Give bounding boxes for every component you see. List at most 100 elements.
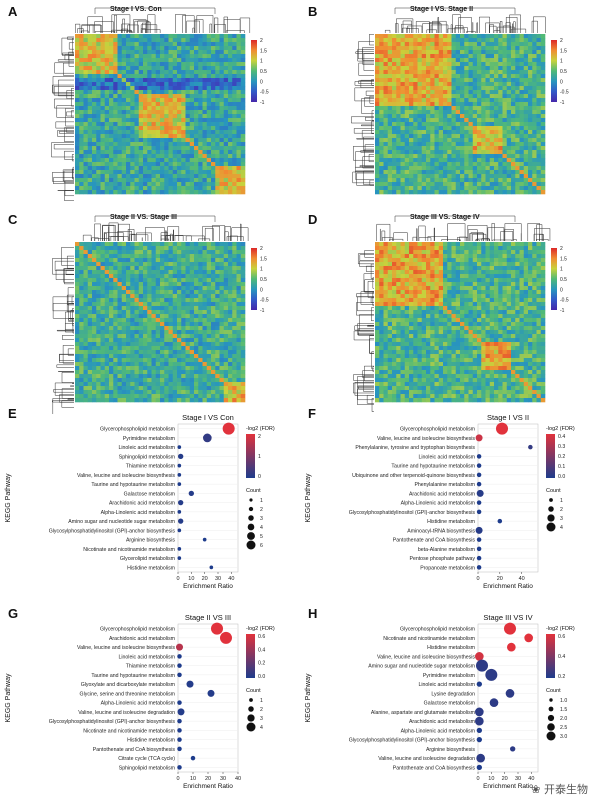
bubble-point xyxy=(177,528,182,533)
x-tick-label: 20 xyxy=(202,576,208,582)
pathway-label: Alpha-Linolenic acid metabolism xyxy=(401,501,475,507)
bubble-svg: Stage III VS IV Glycerophospholipid metab… xyxy=(305,613,575,790)
bubble-point xyxy=(177,728,182,733)
heatmap-scale-tick: 1.5 xyxy=(560,256,567,262)
panel-letter: D xyxy=(308,212,318,227)
bubble-point xyxy=(507,642,516,652)
size-legend-dot xyxy=(248,506,254,512)
bubble-point xyxy=(528,444,533,450)
size-legend-dot xyxy=(549,698,553,702)
panel-letter: F xyxy=(308,406,316,421)
bubble-point xyxy=(476,537,482,542)
color-legend-tick: 0.4 xyxy=(558,434,565,440)
pathway-label: Phenylalanine, tyrosine and tryptophan b… xyxy=(355,445,475,451)
pathway-label: Pantothenate and CoA biosynthesis xyxy=(393,538,476,544)
pathway-label: Propanoate metabolism xyxy=(420,565,475,571)
bubble-point xyxy=(177,663,182,668)
size-legend-tick: 3.0 xyxy=(560,734,567,740)
x-tick-label: 0 xyxy=(476,576,479,582)
x-axis-label: Enrichment Ratio xyxy=(183,583,233,590)
size-legend-dot xyxy=(248,515,254,521)
pathway-label: Linoleic acid metabolism xyxy=(418,682,475,688)
bubble-point xyxy=(207,689,215,697)
bubble-point xyxy=(496,422,508,435)
pathway-label: Histidine metabolism xyxy=(427,645,475,651)
panel-letter: C xyxy=(8,212,18,227)
bubble-point xyxy=(497,518,503,524)
size-legend-dot xyxy=(246,540,256,550)
pathway-label: Alpha-Linolenic acid metabolism xyxy=(401,728,475,734)
heatmap-svg: 2 1.5 1 0.5 0 -0.5 -1 xyxy=(51,7,269,201)
size-legend-dot xyxy=(547,514,555,522)
color-legend-tick: 0.2 xyxy=(558,454,565,460)
heatmap-scale-tick: 0 xyxy=(260,287,263,293)
bubble-point xyxy=(177,445,182,449)
bubble-point xyxy=(485,668,498,681)
color-legend-tick: 0.3 xyxy=(558,444,565,450)
bubble-point xyxy=(476,481,482,487)
panel-letter: G xyxy=(8,606,19,621)
heatmap-scale-tick: 1 xyxy=(260,59,263,65)
size-legend-dot xyxy=(546,522,556,532)
bubble-chart-g: G Stage II VS III Glycerophospholipid meta… xyxy=(0,600,296,800)
heatmap-scale-tick: 1 xyxy=(560,59,563,65)
bubble-point xyxy=(178,518,184,524)
pathway-label: Glyoxylate and dicarboxylate metabolism xyxy=(81,682,175,688)
x-tick-label: 20 xyxy=(205,776,211,782)
size-legend-tick: 1.0 xyxy=(560,698,567,704)
bubble-point xyxy=(476,509,482,515)
x-tick-label: 0 xyxy=(176,576,179,582)
bubble-chart-f: F Stage I VS II Glycerophospholipid metabo… xyxy=(300,400,596,600)
size-legend-tick: 2 xyxy=(260,507,263,513)
watermark-icon: ❀ xyxy=(531,783,541,796)
pathway-label: Alpha-Linolenic acid metabolism xyxy=(101,510,175,516)
heatmap-scale-tick: -1 xyxy=(260,100,265,106)
size-legend-title: Count xyxy=(246,488,261,494)
pathway-label: Sphingolipid metabolism xyxy=(119,454,175,460)
heatmap-scale-tick: 1 xyxy=(560,267,563,273)
y-axis-label: KEGG Pathway xyxy=(5,673,12,723)
panel-letter: E xyxy=(8,406,17,421)
size-legend-tick: 3 xyxy=(260,716,263,722)
heatmap-title: Stage II VS. Stage III xyxy=(110,214,177,221)
x-tick-label: 10 xyxy=(190,776,196,782)
x-axis-label: Enrichment Ratio xyxy=(183,783,233,790)
pathway-label: Citrate cycle (TCA cycle) xyxy=(118,756,175,762)
bubble-point xyxy=(176,643,183,651)
color-legend-tick: 0.4 xyxy=(558,654,565,660)
heatmap-scale-tick: 2 xyxy=(560,246,563,252)
bubble-point xyxy=(476,555,482,561)
heatmap-scale-tick: 1.5 xyxy=(260,48,267,54)
heatmap-scale-tick: 1.5 xyxy=(560,48,567,54)
x-tick-label: 40 xyxy=(519,576,525,582)
heatmap-title: Stage III VS. Stage IV xyxy=(410,214,480,221)
panel-letter: A xyxy=(8,4,18,19)
bubble-point xyxy=(177,700,182,705)
bubble-point xyxy=(504,622,516,635)
bubble-point xyxy=(209,565,214,570)
heatmap-scale-tick: 1.5 xyxy=(260,256,267,262)
pathway-label: Glycosylphosphatidylinositol (GPI)-ancho… xyxy=(49,528,176,534)
color-legend-tick: 0.6 xyxy=(258,634,265,640)
pathway-label: Galactose metabolism xyxy=(124,491,175,497)
bubble-point xyxy=(475,526,483,534)
heatmap-scale-tick: -0.5 xyxy=(260,90,269,96)
bubble-point xyxy=(476,500,482,505)
pathway-label: Linoleic acid metabolism xyxy=(118,445,175,451)
heatmap-svg: 2 1.5 1 0.5 0 -0.5 -1 xyxy=(351,7,569,195)
x-axis-label: Enrichment Ratio xyxy=(483,583,533,590)
size-legend-tick: 4 xyxy=(560,525,563,531)
pathway-label: Glycine, serine and threonine metabolism xyxy=(80,691,175,697)
heatmap-scale-tick: 0 xyxy=(560,287,563,293)
pathway-label: Thiamine metabolism xyxy=(126,664,175,670)
pathway-label: Valine, leucine and isoleucine biosynthe… xyxy=(377,436,475,442)
x-tick-label: 30 xyxy=(515,776,521,782)
bubble-point xyxy=(476,727,482,734)
heatmap-panel-b: B Stage I VS. Stage II 2 1.5 1 0.5 0 -0.5 -1 xyxy=(300,0,596,206)
heatmap-scale-tick: 0.5 xyxy=(560,277,567,283)
size-legend-dot xyxy=(546,731,556,741)
heatmap-panel-d: D Stage III VS. Stage IV 2 1.5 1 0.5 0 -0.5 -1 xyxy=(300,208,596,414)
bubble-chart-h: H Stage III VS IV Glycerophospholipid meta… xyxy=(300,600,596,800)
color-legend-tick: 0.6 xyxy=(558,634,565,640)
pathway-label: Glycosylphosphatidylinositol (GPI)-ancho… xyxy=(349,738,476,744)
